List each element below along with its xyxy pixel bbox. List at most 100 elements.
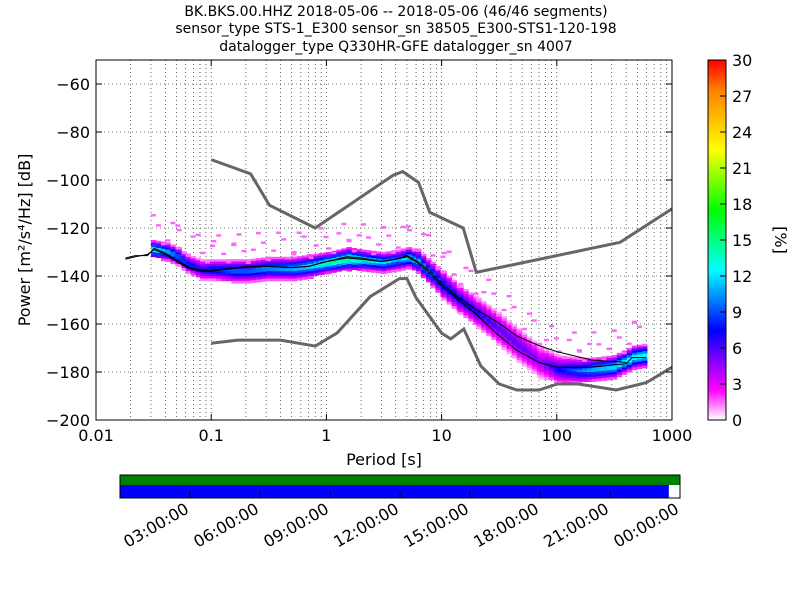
x-tick-label: 1 (321, 426, 331, 445)
psd-cell (226, 271, 232, 274)
psd-cell (286, 264, 292, 267)
psd-cell (491, 310, 497, 314)
psd-cell (236, 233, 242, 236)
psd-cell (441, 292, 447, 296)
psd-cell (308, 254, 314, 258)
psd-cell (463, 288, 469, 292)
psd-cell (421, 263, 427, 267)
psd-cell (486, 311, 492, 315)
psd-cell (351, 252, 358, 256)
psd-cell (516, 343, 523, 346)
psd-cell (276, 261, 282, 265)
psd-cell (211, 261, 217, 265)
psd-cell (318, 269, 324, 273)
psd-cell (435, 282, 441, 286)
psd-cell (371, 255, 377, 259)
psd-cell (386, 260, 392, 264)
x-axis-label: Period [s] (346, 450, 422, 469)
psd-cell (632, 348, 638, 351)
psd-cell (313, 265, 319, 269)
psd-cell (626, 367, 633, 371)
psd-cell (400, 250, 407, 254)
psd-cell (521, 332, 528, 336)
psd-cell (376, 263, 382, 267)
psd-cell (556, 372, 563, 375)
psd-cell (511, 336, 517, 340)
psd-cell (226, 259, 232, 262)
psd-cell (553, 368, 560, 371)
psd-cell (271, 249, 277, 252)
psd-cell (531, 357, 538, 360)
psd-cell (160, 246, 167, 250)
psd-cell (376, 253, 382, 257)
psd-cell (446, 299, 452, 303)
psd-cell (596, 376, 602, 380)
psd-cell (606, 358, 612, 362)
psd-cell (637, 361, 643, 365)
psd-cell (200, 276, 206, 279)
psd-cell (582, 376, 588, 380)
psd-cell (361, 252, 367, 255)
psd-cell (361, 266, 367, 270)
psd-cell (481, 329, 487, 333)
psd-cell (416, 266, 422, 270)
psd-cell (476, 316, 482, 320)
psd-cell (538, 376, 545, 380)
psd-cell (205, 271, 211, 274)
psd-cell (526, 336, 533, 340)
psd-cell (216, 266, 222, 270)
psd-cell (381, 266, 387, 270)
psd-cell (371, 252, 377, 256)
psd-cell (421, 275, 427, 279)
psd-cell (538, 364, 545, 368)
psd-cell (451, 282, 457, 285)
psd-cell (606, 367, 612, 371)
psd-cell (185, 259, 192, 262)
data-availability-bar (120, 475, 680, 485)
psd-cell (205, 273, 211, 277)
psd-cell (496, 333, 502, 337)
psd-cell (526, 358, 533, 361)
colorbar-tick-label: 21 (732, 159, 752, 178)
psd-cell (271, 278, 277, 282)
psd-cell (441, 271, 447, 274)
psd-cell (451, 306, 457, 309)
psd-cell (291, 259, 298, 262)
psd-cell (582, 367, 588, 370)
psd-cell (326, 247, 332, 250)
psd-cell (516, 340, 523, 344)
psd-cell (326, 256, 332, 260)
psd-cell (406, 261, 413, 265)
psd-cell (255, 258, 262, 261)
psd-cell (587, 376, 593, 380)
psd-cell (281, 261, 287, 265)
psd-cell (426, 257, 432, 261)
psd-cell (637, 366, 643, 370)
psd-cell (341, 222, 347, 226)
psd-cell (400, 260, 407, 264)
psd-cell (346, 249, 353, 253)
psd-cell (506, 337, 512, 340)
psd-cell (406, 228, 412, 232)
psd-cell (391, 262, 397, 266)
psd-cell (351, 267, 358, 271)
psd-cell (616, 355, 623, 359)
psd-cell (543, 369, 550, 373)
psd-cell (155, 255, 162, 259)
psd-cell (250, 258, 257, 262)
psd-cell (216, 271, 222, 274)
psd-cell (435, 265, 441, 269)
psd-cell (451, 298, 457, 302)
psd-cell (296, 275, 303, 279)
psd-cell (266, 276, 272, 279)
psd-cell (548, 367, 555, 371)
psd-cell (346, 247, 353, 250)
psd-cell (553, 380, 560, 383)
psd-cell (566, 338, 572, 342)
psd-cell (231, 278, 237, 282)
psd-cell (632, 364, 638, 368)
psd-cell (446, 294, 452, 298)
psd-cell (473, 298, 479, 301)
psd-cell (626, 362, 633, 366)
psd-cell (642, 360, 648, 364)
